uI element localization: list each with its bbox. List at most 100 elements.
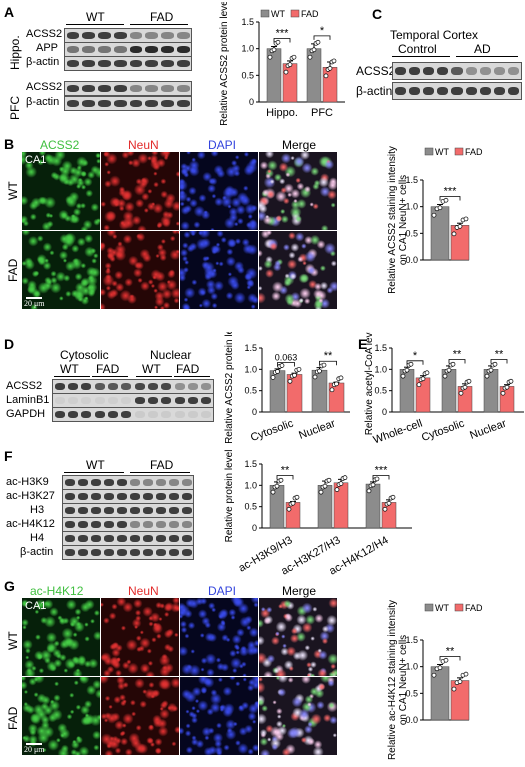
western-blot [62, 475, 194, 490]
blot-band [66, 46, 80, 53]
blot-band [451, 87, 463, 95]
blot-band [82, 32, 95, 39]
blot-band [54, 383, 65, 390]
western-blot [64, 42, 192, 57]
western-blot [64, 56, 192, 71]
blot-band [77, 549, 88, 556]
blot-band [113, 46, 127, 53]
data-point [321, 362, 327, 368]
blot-band [103, 507, 114, 514]
blot-band [145, 46, 158, 53]
row-label: β-actin [26, 56, 60, 68]
blot-band [107, 383, 119, 390]
chart-b: 0.0 0.5 1.0 1.5 Relative ACSS2 staining inte… [387, 146, 483, 294]
significance-bracket [439, 656, 461, 661]
blot-band [67, 397, 79, 404]
blot-band [145, 85, 158, 92]
data-point [442, 373, 448, 379]
data-point [318, 489, 324, 495]
blot-band [142, 507, 153, 514]
blot-band [66, 100, 80, 107]
blot-band [129, 100, 143, 107]
blot-band [508, 87, 520, 95]
data-point [267, 54, 273, 60]
blot-band [129, 85, 143, 92]
blot-band [145, 60, 158, 67]
blot-band [129, 507, 140, 514]
data-point [457, 224, 463, 229]
blot-band [64, 479, 75, 486]
y-axis-label: Relative acetyl-CoA level [364, 332, 375, 435]
y-axis-label: Relative ACSS2 staining intensity [387, 146, 398, 294]
y-tick-label: 0.0 [405, 255, 418, 265]
western-blot [52, 393, 214, 408]
blot-band [176, 85, 190, 92]
fraction-label-nuclear: Nuclear [150, 348, 192, 362]
channel-label-merge: Merge [282, 584, 317, 598]
blot-band [176, 46, 190, 53]
data-point [322, 483, 328, 489]
panel-label-c: C [372, 6, 383, 22]
data-point [457, 679, 463, 684]
blot-band [142, 493, 153, 500]
blot-band [161, 383, 172, 390]
blot-band [168, 535, 179, 542]
blot-band [508, 67, 520, 75]
blot-band [155, 535, 166, 542]
blot-band [408, 67, 420, 75]
blot-band [155, 493, 166, 500]
significance-bracket [319, 360, 337, 366]
blot-band [494, 87, 506, 95]
blot-band [161, 411, 172, 418]
panel-label-g: G [4, 578, 15, 594]
y-tick-label: 0 [249, 97, 254, 107]
blot-band [129, 60, 143, 67]
blot-band [90, 549, 101, 556]
y-axis-label: on CA1 NeuN+ cells [398, 175, 409, 265]
data-point [404, 367, 410, 373]
x-tick-label: Hippo. [266, 107, 298, 119]
blot-band [394, 87, 406, 95]
blot-band [187, 411, 199, 418]
blot-band [168, 521, 179, 528]
channel-label-merge: Merge [282, 138, 317, 152]
blot-band [116, 493, 127, 500]
blot-title: Temporal Cortex [390, 28, 479, 42]
bar-fad [499, 386, 515, 413]
region-label-pfc: PFC [8, 96, 22, 120]
bar-fad [322, 67, 338, 103]
blot-band [176, 32, 190, 39]
blot-band [437, 67, 449, 75]
legend-label: WT [435, 147, 449, 157]
y-axis-label: Relative protein level [224, 450, 235, 543]
microscopy-image-blue [180, 152, 258, 230]
group-label-wt: WT [86, 10, 105, 24]
blot-band [181, 549, 192, 556]
data-point [317, 368, 322, 374]
blot-band [77, 521, 88, 528]
blot-band [451, 67, 463, 75]
group-label-wt: WT [86, 458, 105, 472]
blot-band [201, 397, 212, 404]
x-tick-label: Nuclear [297, 417, 337, 441]
x-tick-label: Cytosolic [420, 417, 467, 444]
y-tick-label: 1.5 [244, 459, 257, 469]
microscopy-image-red [101, 677, 179, 755]
blot-band [479, 67, 492, 75]
blot-band [147, 383, 159, 390]
row-label-fad: FAD [6, 706, 20, 730]
significance-label: ** [324, 350, 333, 362]
data-point [424, 370, 430, 376]
y-axis-label: Relative ac-H4K12 staining intensity [387, 600, 398, 760]
blot-band [81, 397, 92, 404]
blot-band [81, 383, 92, 390]
data-point [290, 500, 296, 506]
blot-band [116, 535, 127, 542]
data-point [458, 390, 464, 396]
row-label: ac-H3K27 [6, 490, 55, 502]
y-tick-label: 1.5 [405, 175, 418, 185]
bar-fad [285, 502, 301, 529]
blot-band [129, 479, 140, 486]
data-point [450, 361, 456, 367]
data-point [443, 197, 449, 203]
